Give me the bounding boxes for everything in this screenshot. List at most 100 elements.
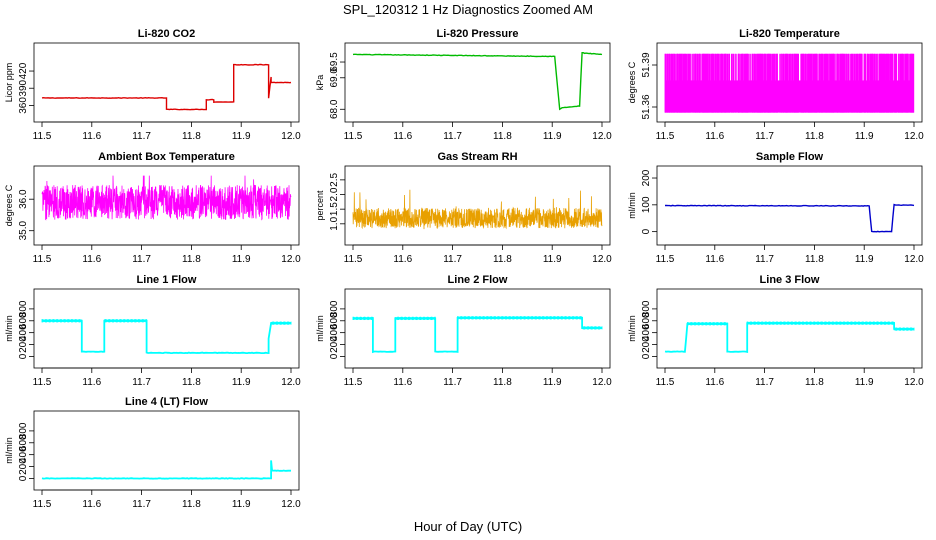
x-tick-label: 11.6 bbox=[82, 377, 101, 388]
x-tick-label: 11.8 bbox=[805, 377, 824, 388]
plot-frame bbox=[33, 42, 300, 123]
y-tick-label: 600 bbox=[641, 312, 652, 329]
series-line-1-flow bbox=[41, 319, 292, 355]
x-tick-label: 11.8 bbox=[182, 131, 201, 142]
y-tick-label: 200 bbox=[641, 336, 652, 353]
x-tick-label: 12.0 bbox=[281, 499, 301, 510]
series-line bbox=[664, 321, 915, 353]
series-li-820-temperature bbox=[664, 53, 915, 113]
panel-title: Li-820 Temperature bbox=[739, 28, 840, 40]
x-tick-label: 11.5 bbox=[33, 254, 52, 265]
x-tick-label: 11.6 bbox=[82, 254, 101, 265]
x-tick-label: 11.6 bbox=[705, 377, 724, 388]
x-tick-label: 11.5 bbox=[656, 377, 675, 388]
y-tick-label: 1.5 bbox=[329, 202, 340, 216]
panel-title: Line 3 Flow bbox=[760, 274, 820, 286]
y-tick-label: 200 bbox=[18, 336, 29, 353]
y-tick-label: 600 bbox=[18, 312, 29, 329]
x-tick-label: 11.9 bbox=[543, 131, 562, 142]
x-tick-label: 11.5 bbox=[344, 254, 363, 265]
x-tick-label: 11.8 bbox=[805, 131, 824, 142]
x-tick-label: 11.5 bbox=[33, 131, 52, 142]
y-tick-label: 800 bbox=[18, 300, 29, 317]
panel-title: Ambient Box Temperature bbox=[98, 151, 235, 163]
y-tick-label: 420 bbox=[18, 62, 29, 79]
y-tick-label: 200 bbox=[329, 336, 340, 353]
x-tick-label: 11.9 bbox=[855, 131, 874, 142]
x-tick-label: 11.6 bbox=[705, 131, 724, 142]
y-tick-label: 100 bbox=[641, 196, 652, 213]
x-tick-label: 12.0 bbox=[592, 254, 612, 265]
panel-line-3-flow: Line 3 Flow 11.5 11.6 11.7 11.8 11.9 12.0 02004… bbox=[627, 274, 924, 388]
y-tick-label: 600 bbox=[329, 312, 340, 329]
x-tick-label: 11.5 bbox=[344, 377, 363, 388]
x-tick-label: 11.7 bbox=[755, 377, 774, 388]
x-tick-label: 12.0 bbox=[904, 254, 924, 265]
y-axis-label: kPa bbox=[315, 75, 325, 91]
series-line-3-flow bbox=[664, 321, 915, 353]
plot-frame bbox=[656, 288, 923, 369]
y-tick-label: 69.0 bbox=[329, 68, 340, 88]
x-tick-label: 11.7 bbox=[132, 131, 151, 142]
x-tick-label: 11.7 bbox=[132, 254, 151, 265]
x-tick-label: 11.9 bbox=[855, 254, 874, 265]
y-tick-label: 35.0 bbox=[18, 221, 29, 241]
x-tick-label: 12.0 bbox=[592, 377, 612, 388]
x-tick-label: 12.0 bbox=[904, 377, 924, 388]
y-tick-label: 51.39 bbox=[641, 52, 652, 77]
x-tick-label: 12.0 bbox=[281, 254, 301, 265]
series-line-2-flow bbox=[352, 316, 603, 354]
series-line bbox=[41, 460, 292, 480]
series-li-820-co2 bbox=[41, 63, 292, 111]
x-tick-label: 11.9 bbox=[232, 499, 251, 510]
panel-title: Line 1 Flow bbox=[137, 274, 197, 286]
x-tick-label: 11.8 bbox=[182, 377, 201, 388]
x-tick-label: 11.5 bbox=[656, 254, 675, 265]
y-axis-label: percent bbox=[315, 190, 325, 221]
panel-title: Line 2 Flow bbox=[448, 274, 508, 286]
x-tick-label: 11.6 bbox=[393, 254, 412, 265]
y-axis-label: degrees C bbox=[4, 184, 14, 226]
x-tick-label: 11.7 bbox=[755, 254, 774, 265]
y-axis-label: ml/min bbox=[627, 192, 637, 219]
y-tick-label: 200 bbox=[18, 458, 29, 475]
x-tick-label: 11.8 bbox=[493, 131, 512, 142]
figure-xlabel: Hour of Day (UTC) bbox=[414, 519, 522, 534]
x-tick-label: 11.8 bbox=[493, 377, 512, 388]
x-tick-label: 11.6 bbox=[705, 254, 724, 265]
panel-title: Sample Flow bbox=[756, 151, 824, 163]
series-line bbox=[41, 175, 292, 221]
series-line bbox=[41, 63, 292, 111]
panel-title: Li-820 CO2 bbox=[138, 28, 195, 40]
x-tick-label: 11.9 bbox=[543, 254, 562, 265]
y-tick-label: 1.0 bbox=[329, 216, 340, 230]
panel-line-2-flow: Line 2 Flow 11.5 11.6 11.7 11.8 11.9 12.0 02004… bbox=[315, 274, 612, 388]
panel-li-820-pressure: Li-820 Pressure 11.5 11.6 11.7 11.8 11.9 12.0 6… bbox=[315, 28, 612, 142]
y-tick-label: 800 bbox=[18, 422, 29, 439]
x-tick-label: 11.5 bbox=[344, 131, 363, 142]
x-tick-label: 12.0 bbox=[592, 131, 612, 142]
panel-li-820-temperature: Li-820 Temperature 11.5 11.6 11.7 11.8 11.9 12… bbox=[627, 28, 924, 142]
y-tick-label: 200 bbox=[641, 169, 652, 186]
y-tick-label: 400 bbox=[18, 446, 29, 463]
y-tick-label: 36.0 bbox=[18, 189, 29, 209]
y-tick-label: 800 bbox=[641, 300, 652, 317]
y-axis-label: ml/min bbox=[4, 315, 14, 342]
panel-line-1-flow: Line 1 Flow 11.5 11.6 11.7 11.8 11.9 12.0 02004… bbox=[4, 274, 301, 388]
y-tick-label: 360 bbox=[18, 97, 29, 114]
panel-li-820-co2: Li-820 CO2 11.5 11.6 11.7 11.8 11.9 12.0 360390… bbox=[4, 28, 301, 142]
y-tick-label: 69.5 bbox=[329, 52, 340, 72]
x-tick-label: 12.0 bbox=[904, 131, 924, 142]
x-tick-label: 12.0 bbox=[281, 377, 301, 388]
x-tick-label: 11.9 bbox=[543, 377, 562, 388]
y-axis-label: Licor ppm bbox=[4, 63, 14, 103]
x-tick-label: 11.5 bbox=[656, 131, 675, 142]
series-line bbox=[42, 319, 292, 355]
panel-gas-stream-rh: Gas Stream RH 11.5 11.6 11.7 11.8 11.9 12.0 1.0… bbox=[315, 151, 612, 265]
y-tick-label: 400 bbox=[641, 324, 652, 341]
series-line bbox=[352, 52, 603, 111]
x-tick-label: 11.8 bbox=[805, 254, 824, 265]
panel-line-4-lt-flow: Line 4 (LT) Flow 11.5 11.6 11.7 11.8 11.9 12.0… bbox=[4, 396, 301, 510]
panel-title: Gas Stream RH bbox=[437, 151, 517, 163]
